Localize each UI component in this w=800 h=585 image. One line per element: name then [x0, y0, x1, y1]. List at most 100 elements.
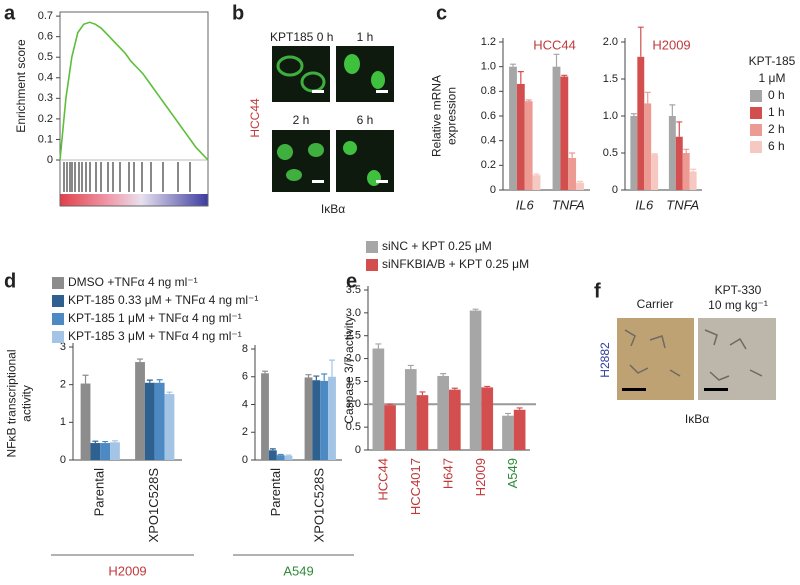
error-bar: [111, 440, 118, 443]
bar: [651, 154, 659, 190]
bar: [135, 362, 145, 460]
legend-label: KPT-185 3 μM + TNFα 4 ng ml⁻¹: [68, 329, 242, 343]
y-tick-label: 1.5: [603, 73, 618, 85]
x-tick-label: TNFA: [552, 197, 585, 212]
bar: [668, 116, 676, 190]
bar: [320, 380, 329, 460]
condition-label: Carrier: [637, 297, 674, 311]
error-bar: [321, 373, 328, 381]
bar: [164, 394, 175, 460]
plot-frame: [59, 11, 209, 161]
error-bar: [669, 104, 676, 116]
y-tick-label: 0.4: [481, 135, 496, 147]
error-bar: [676, 121, 683, 137]
bar: [502, 415, 514, 450]
error-bar: [517, 71, 524, 84]
error-bar: [651, 153, 658, 155]
y-tick-label: 0.6: [38, 31, 53, 43]
bar: [276, 455, 285, 460]
error-bar: [156, 379, 163, 383]
bar: [568, 157, 577, 190]
x-tick-label: XPO1C528S: [146, 468, 161, 543]
error-bar: [451, 387, 458, 390]
legend-label: 0 h: [768, 88, 785, 102]
x-tick-label: A549: [505, 458, 520, 488]
y-tick-label: 2.5: [346, 330, 361, 342]
error-bar: [569, 152, 576, 158]
panel-label: f: [594, 280, 601, 302]
row-label: HCC44: [248, 98, 262, 138]
error-bar: [561, 74, 568, 77]
y-tick-label: 1.2: [481, 36, 496, 48]
y-tick-label: 0.5: [346, 421, 361, 433]
y-tick-label: 3: [60, 341, 66, 353]
bar: [469, 310, 482, 450]
error-bar: [305, 374, 312, 378]
condition-label: KPT-330: [715, 283, 762, 297]
x-tick-label: IL6: [516, 197, 535, 212]
error-bar: [683, 148, 690, 153]
y-tick-label: 0.2: [38, 113, 53, 125]
legend-label: 6 h: [768, 139, 785, 153]
y-tick-label: 3.0: [346, 307, 361, 319]
y-tick-label: 0.2: [481, 159, 496, 171]
panel-label: a: [4, 2, 16, 24]
legend-label: KPT-185 0.33 μM + TNFα 4 ng ml⁻¹: [68, 293, 258, 307]
panel-label: d: [4, 270, 16, 292]
dose-label: 10 mg kg⁻¹: [708, 298, 768, 312]
error-bar: [516, 407, 523, 410]
ihc-images: [617, 318, 776, 400]
bar: [416, 395, 429, 450]
y-axis-label: expression: [445, 87, 459, 145]
error-bar: [102, 440, 109, 444]
y-tick-label: 2.0: [346, 352, 361, 364]
bar: [689, 171, 697, 190]
bar: [509, 66, 517, 190]
panel-label: b: [232, 2, 244, 24]
bar: [312, 380, 321, 460]
error-bar: [375, 343, 382, 349]
legend-label: KPT-185 1 μM + TNFα 4 ng ml⁻¹: [68, 311, 242, 325]
legend-swatch: [750, 141, 762, 153]
stain-label: IκBα: [321, 202, 345, 216]
legend-swatch: [366, 259, 378, 271]
bar: [675, 136, 683, 190]
bar: [80, 383, 91, 460]
x-tick-label: XPO1C528S: [312, 468, 327, 543]
y-axis-label: activity: [20, 385, 34, 422]
x-tick-label: HCC44: [376, 458, 391, 501]
enrichment-line: [59, 21, 209, 161]
bar: [328, 376, 336, 460]
error-bar: [576, 180, 583, 183]
row-label: H2882: [598, 342, 612, 378]
bar: [516, 83, 525, 190]
error-bar: [387, 403, 394, 406]
error-bar: [637, 26, 644, 57]
legend-label: 2 h: [768, 122, 785, 136]
legend-swatch: [750, 90, 762, 102]
x-tick-label: H2009: [473, 458, 488, 496]
y-tick-label: 6: [242, 371, 248, 383]
time-label: 2 h: [293, 113, 310, 127]
y-tick-label: 1: [60, 416, 66, 428]
x-tick-label: IL6: [635, 197, 654, 212]
y-tick-label: 0: [612, 184, 618, 196]
x-tick-label: HCC4017: [408, 458, 423, 515]
y-tick-label: 0.4: [38, 72, 53, 84]
bar: [552, 66, 561, 190]
panel-label: c: [436, 2, 447, 24]
y-tick-label: 0.8: [481, 85, 496, 97]
error-bar: [440, 373, 447, 376]
bar: [268, 450, 277, 460]
bar: [560, 76, 569, 190]
bar: [449, 389, 461, 450]
bar: [90, 443, 101, 460]
error-bar: [146, 379, 153, 383]
y-tick-label: 1.5: [346, 375, 361, 387]
error-bar: [166, 391, 173, 395]
bar: [437, 375, 449, 450]
time-label: 1 h: [357, 30, 374, 44]
error-bar: [285, 454, 292, 456]
legend-swatch: [52, 277, 64, 289]
x-tick-label: Parental: [268, 468, 283, 517]
